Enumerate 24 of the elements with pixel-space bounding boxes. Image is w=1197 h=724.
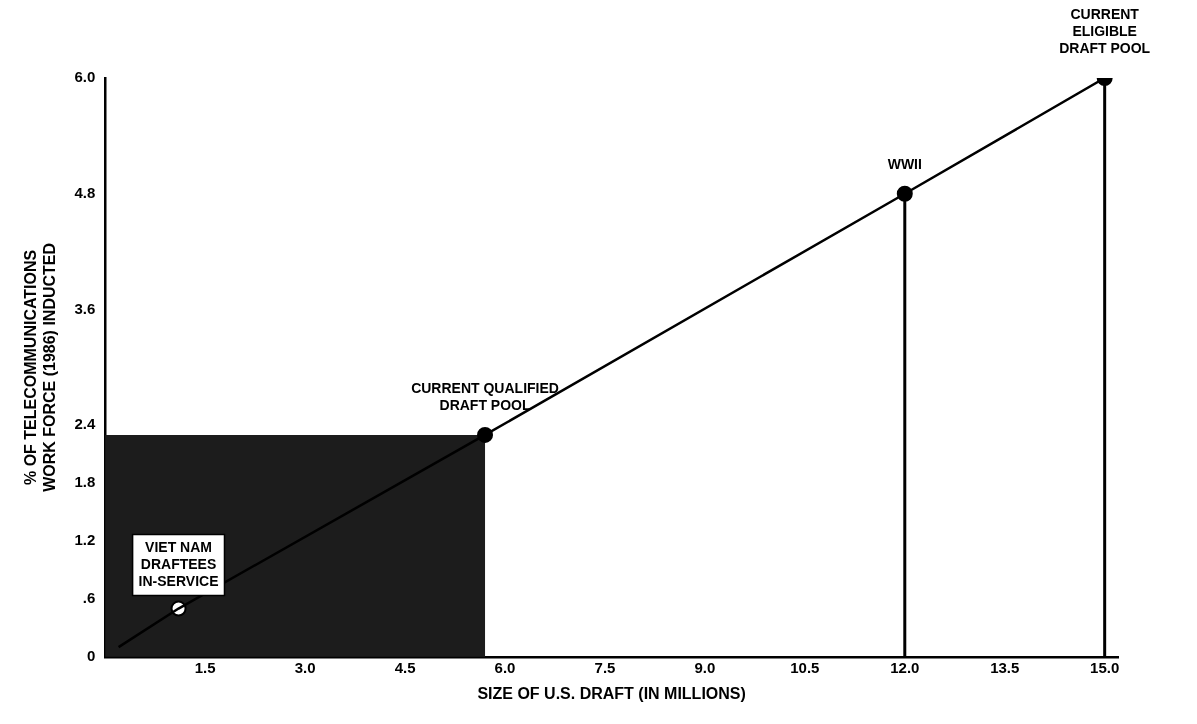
x-axis-title: SIZE OF U.S. DRAFT (IN MILLIONS) <box>477 684 746 702</box>
x-tick-label: 9.0 <box>694 658 716 676</box>
x-tick-label: 4.5 <box>394 658 416 676</box>
x-tick-label: 1.5 <box>194 658 216 676</box>
y-tick-label: 4.8 <box>74 183 96 201</box>
y-tick-label: 6.0 <box>74 68 96 86</box>
y-tick-label: 2.4 <box>74 415 96 433</box>
y-axis-title: % OF TELECOMMUNICATIONS WORK FORCE (1986) INDUCTED <box>22 242 59 492</box>
y-tick-label: .6 <box>82 589 96 607</box>
annotation: VIET NAM DRAFTEES IN-SERVICE <box>138 538 219 589</box>
x-tick-label: 10.5 <box>790 658 820 676</box>
annotation: CURRENT QUALIFIED DRAFT POOL <box>411 380 559 414</box>
x-tick-label: 15.0 <box>1090 658 1120 676</box>
x-tick-label: 13.5 <box>990 658 1020 676</box>
y-tick-label: 1.8 <box>74 473 96 491</box>
annotation: CURRENT ELIGIBLE DRAFT POOL <box>1059 6 1151 57</box>
x-tick-label: 7.5 <box>594 658 616 676</box>
x-tick-label: 3.0 <box>294 658 316 676</box>
x-tick-label: 12.0 <box>890 658 920 676</box>
y-tick-label: 1.2 <box>74 531 96 549</box>
annotation: WWII <box>887 156 922 173</box>
y-tick-label: 3.6 <box>74 299 96 317</box>
y-tick-label: 0 <box>86 646 96 664</box>
x-tick-label: 6.0 <box>494 658 516 676</box>
